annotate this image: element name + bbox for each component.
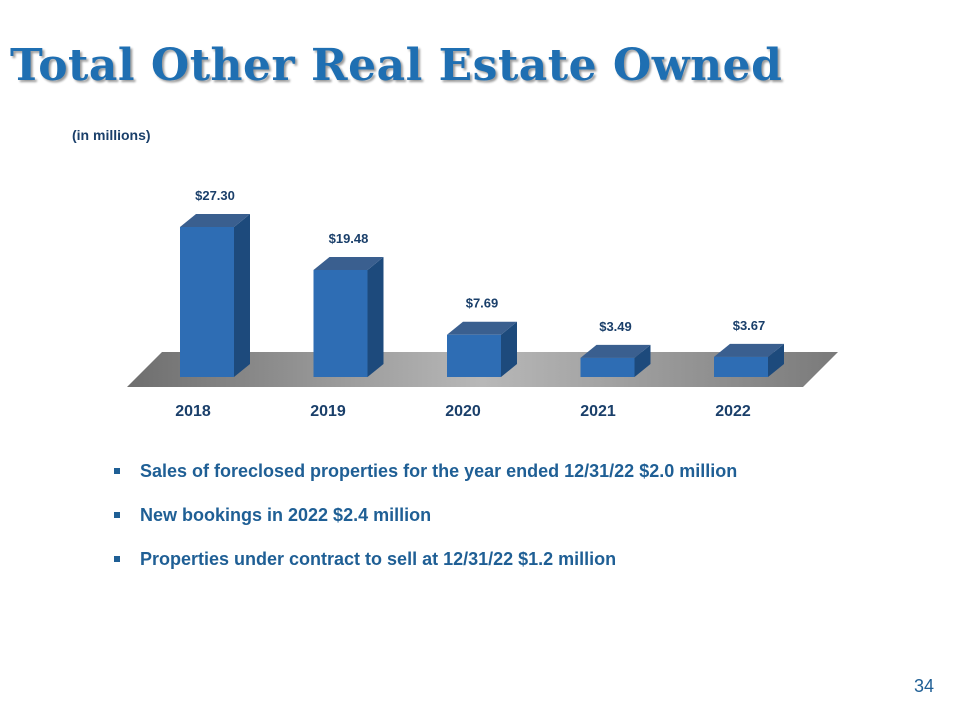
bullet-square-icon — [114, 512, 120, 518]
bullet-text: Properties under contract to sell at 12/… — [140, 549, 617, 569]
bar-side — [768, 343, 784, 377]
bullet-text: Sales of foreclosed properties for the y… — [140, 461, 738, 481]
bar-chart: $27.30 2018 $19.48 2019 $7.69 2020 $3.49 2021 $3… — [127, 188, 838, 420]
bar — [313, 269, 368, 377]
bar — [447, 334, 501, 377]
bullet-item: Sales of foreclosed properties for the y… — [112, 458, 737, 502]
data-label: $3.49 — [599, 319, 632, 334]
bar — [180, 227, 234, 377]
x-tick-label: 2021 — [580, 403, 616, 420]
bar-top — [447, 321, 517, 335]
bullet-list: Sales of foreclosed properties for the y… — [112, 458, 737, 590]
bullet-square-icon — [114, 556, 120, 562]
page-number: 34 — [914, 676, 935, 696]
x-tick-label: 2018 — [175, 403, 211, 420]
bar-top — [714, 343, 784, 357]
bar-top — [580, 344, 651, 358]
data-label: $7.69 — [466, 296, 499, 311]
x-tick-label: 2022 — [715, 403, 751, 420]
bar-side — [501, 321, 517, 377]
data-label: $3.67 — [733, 318, 766, 333]
bullet-text: New bookings in 2022 $2.4 million — [140, 505, 432, 525]
x-tick-label: 2020 — [445, 403, 481, 420]
bar — [580, 357, 635, 377]
data-label: $27.30 — [195, 188, 235, 203]
bar-side — [367, 256, 384, 377]
bullet-square-icon — [114, 468, 120, 474]
bullet-item: New bookings in 2022 $2.4 million — [112, 502, 737, 546]
x-tick-label: 2019 — [310, 403, 346, 420]
units-label: (in millions) — [72, 127, 151, 143]
data-label: $19.48 — [329, 231, 369, 246]
bar-side — [634, 344, 651, 377]
slide-title: Total Other Real Estate Owned — [10, 40, 783, 91]
bar — [714, 356, 768, 377]
bar-side — [234, 214, 250, 377]
bar-top — [313, 256, 384, 270]
bar-top — [180, 214, 250, 227]
bullet-item: Properties under contract to sell at 12/… — [112, 546, 737, 590]
